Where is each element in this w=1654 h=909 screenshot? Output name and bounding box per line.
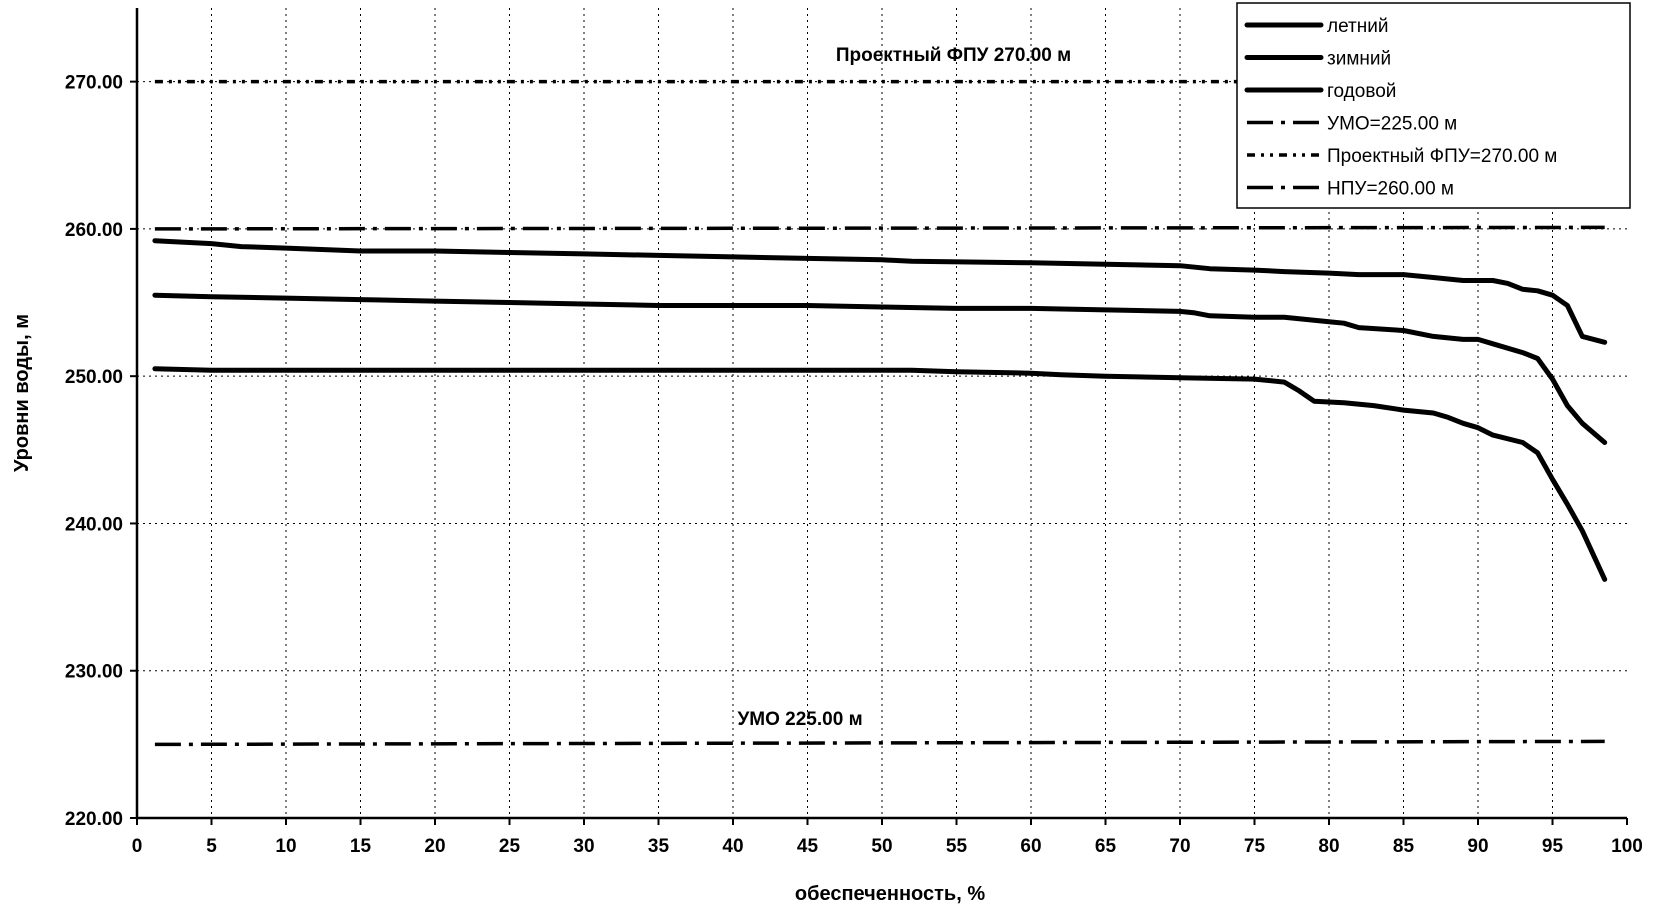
series-line-1 xyxy=(152,238,1608,345)
x-tick-label: 80 xyxy=(1318,836,1339,857)
y-tick-label: 240.00 xyxy=(65,514,123,535)
series-line-6 xyxy=(154,225,1605,231)
y-tick-label: 270.00 xyxy=(65,73,123,94)
x-tick-label: 25 xyxy=(499,836,521,857)
x-tick-label: 100 xyxy=(1611,836,1643,857)
legend-label: годовой xyxy=(1327,81,1396,102)
x-tick-label: 85 xyxy=(1393,836,1415,857)
y-tick-label: 250.00 xyxy=(65,367,123,388)
x-tick-label: 60 xyxy=(1020,836,1041,857)
legend-box xyxy=(1236,2,1631,209)
legend-label: летний xyxy=(1327,16,1388,37)
x-tick-label: 65 xyxy=(1095,836,1117,857)
series-line-3 xyxy=(152,366,1608,582)
x-tick-label: 30 xyxy=(573,836,594,857)
x-tick-label: 15 xyxy=(350,836,372,857)
series-line-4 xyxy=(154,739,1605,747)
series-line-2 xyxy=(152,292,1608,445)
legend-label: Проектный ФПУ=270.00 м xyxy=(1327,146,1557,167)
tick-labels: 0 5 10 15 20 25 30 35 40 45 50 55 60 65 70 75 80 85 90 95 10… xyxy=(65,73,1643,857)
legend-label: НПУ=260.00 м xyxy=(1327,179,1454,200)
axes xyxy=(130,8,1628,825)
y-tick-label: 260.00 xyxy=(65,220,123,241)
x-tick-label: 50 xyxy=(871,836,892,857)
annotation-label: УМО 225.00 м xyxy=(737,709,862,730)
x-tick-label: 40 xyxy=(722,836,743,857)
x-tick-label: 0 xyxy=(132,836,143,857)
x-tick-label: 20 xyxy=(424,836,445,857)
y-tick-label: 230.00 xyxy=(65,662,123,683)
x-tick-label: 90 xyxy=(1467,836,1488,857)
y-tick-label: 220.00 xyxy=(65,809,123,830)
legend-label: УМО=225.00 м xyxy=(1327,114,1457,135)
x-tick-label: 75 xyxy=(1244,836,1266,857)
x-tick-label: 55 xyxy=(946,836,968,857)
legend-label: зимний xyxy=(1327,49,1391,70)
x-tick-label: 35 xyxy=(648,836,670,857)
annotation-label: Проектный ФПУ 270.00 м xyxy=(836,45,1071,66)
x-tick-label: 45 xyxy=(797,836,819,857)
x-tick-label: 5 xyxy=(206,836,217,857)
x-tick-label: 95 xyxy=(1542,836,1564,857)
x-tick-label: 10 xyxy=(275,836,296,857)
y-axis-title: Уровни воды, м xyxy=(11,314,33,472)
x-tick-label: 70 xyxy=(1169,836,1190,857)
x-axis-title: обеспеченность, % xyxy=(795,883,985,905)
legend: летний зимний годовой УМО=225.00 м Проектный… xyxy=(1236,2,1631,209)
